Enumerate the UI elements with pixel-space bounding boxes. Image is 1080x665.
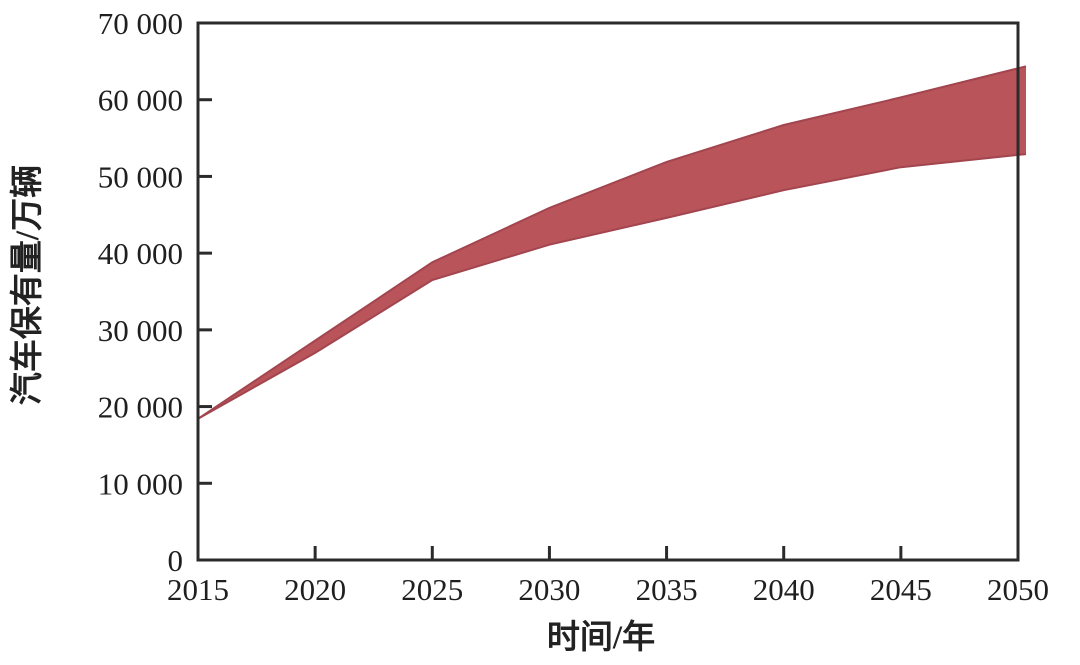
y-axis-title: 汽车保有量/万辆: [9, 165, 46, 405]
y-tick-label: 50 000: [98, 159, 183, 194]
x-axis-title: 时间/年: [547, 619, 655, 656]
forecast-band: [198, 66, 1026, 419]
lower-bound-line: [197, 153, 1027, 420]
y-tick-label: 60 000: [98, 83, 183, 118]
y-tick-label: 10 000: [98, 466, 183, 501]
tick-label-layer: 0 10 000 20 000 30 000 40 000 50 000 60 000 70 …: [98, 6, 1049, 607]
x-tick-label: 2035: [636, 572, 698, 607]
y-tick-label: 0: [168, 543, 184, 578]
upper-bound-line: [197, 65, 1027, 420]
y-tick-label: 30 000: [98, 313, 183, 348]
x-tick-label: 2025: [401, 572, 463, 607]
x-tick-label: 2045: [870, 572, 932, 607]
x-tick-label: 2050: [987, 572, 1049, 607]
x-tick-label: 2040: [753, 572, 815, 607]
x-tick-label: 2030: [518, 572, 580, 607]
y-tick-label: 20 000: [98, 390, 183, 425]
x-tick-label: 2020: [284, 572, 346, 607]
y-tick-label: 70 000: [98, 6, 183, 41]
y-tick-label: 40 000: [98, 236, 183, 271]
x-tick-label: 2015: [167, 572, 229, 607]
forecast-band-layer: [197, 65, 1027, 420]
axis-layer: [196, 21, 1020, 562]
plot-frame: [196, 21, 1020, 562]
